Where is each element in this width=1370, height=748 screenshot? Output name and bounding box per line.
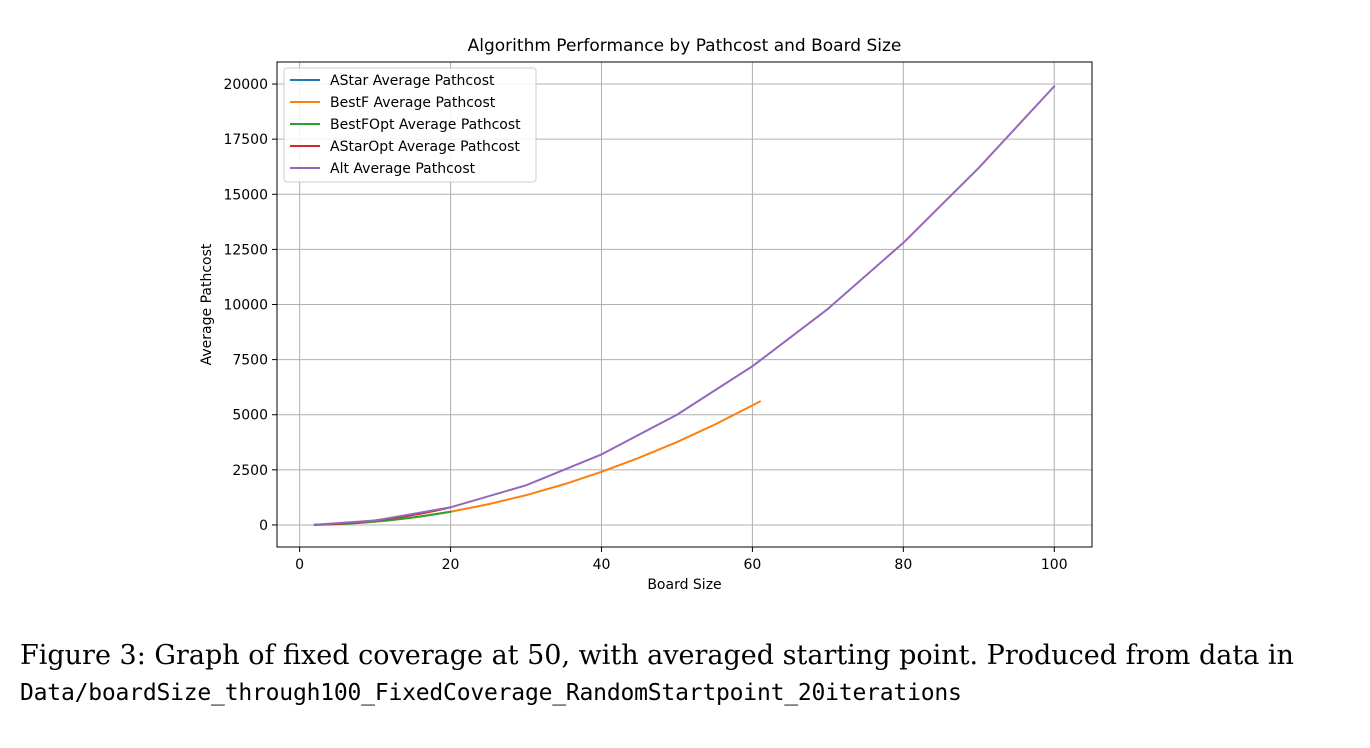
caption-line-2: Data/boardSize_through100_FixedCoverage_… xyxy=(20,680,962,706)
x-tick-label: 40 xyxy=(593,557,611,573)
legend-label: AStar Average Pathcost xyxy=(330,73,495,89)
caption-line-1: Figure 3: Graph of fixed coverage at 50,… xyxy=(20,640,1294,671)
legend-box xyxy=(283,67,537,183)
series-line-5 xyxy=(313,85,1056,526)
x-axis-label: Board Size xyxy=(647,577,721,593)
figure-caption: Figure 3: Graph of fixed coverage at 50,… xyxy=(20,638,1340,712)
y-tick-label: 0 xyxy=(259,518,268,534)
y-tick-label: 12500 xyxy=(223,242,268,258)
legend-label: Alt Average Pathcost xyxy=(330,161,476,177)
x-tick-label: 80 xyxy=(894,557,912,573)
y-tick-label: 17500 xyxy=(223,132,268,148)
y-tick-label: 2500 xyxy=(232,463,268,479)
y-tick-label: 5000 xyxy=(232,408,268,424)
grid xyxy=(277,62,1092,547)
y-tick-label: 20000 xyxy=(223,77,268,93)
legend: AStar Average Pathcost BestF Average Path… xyxy=(283,67,537,183)
y-tick-label: 7500 xyxy=(232,353,268,369)
x-tick-label: 0 xyxy=(295,557,304,573)
x-tick-label: 60 xyxy=(744,557,762,573)
chart-title: Algorithm Performance by Pathcost and Bo… xyxy=(468,36,902,56)
y-axis-label: Average Pathcost xyxy=(199,243,215,365)
y-tick-label: 15000 xyxy=(223,187,268,203)
x-tick-label: 100 xyxy=(1041,557,1068,573)
legend-label: BestFOpt Average Pathcost xyxy=(330,117,521,133)
x-tick-label: 20 xyxy=(442,557,460,573)
legend-label: BestF Average Pathcost xyxy=(330,95,496,111)
chart: 0 20 40 60 80 100 0 2500 5000 7500 10000 12500 15000… xyxy=(199,36,1093,593)
ticks: 0 20 40 60 80 100 0 2500 5000 7500 10000 12500 15000… xyxy=(223,77,1067,573)
series-group xyxy=(313,85,1056,526)
legend-label: AStarOpt Average Pathcost xyxy=(330,139,520,155)
y-tick-label: 10000 xyxy=(223,298,268,314)
